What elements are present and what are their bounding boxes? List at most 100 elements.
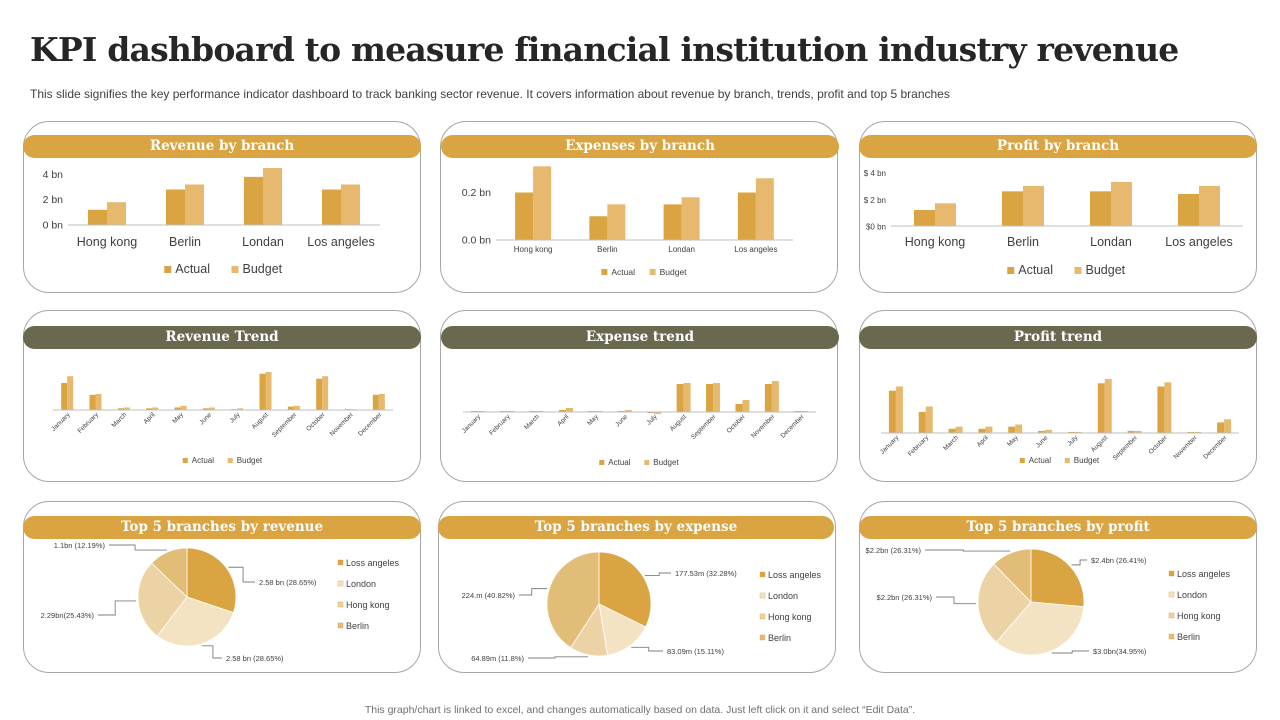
chart-top5-revenue: 2.58 bn (28.65%) 2.58 bn (28.65%) 2.29bn(2… bbox=[41, 541, 400, 663]
legend-label-berlin: Berlin bbox=[768, 633, 791, 643]
legend-swatch-budget bbox=[644, 460, 650, 465]
panel-header-expenses-by-branch: Expenses by branch bbox=[441, 135, 839, 158]
legend-swatch-actual bbox=[599, 460, 605, 465]
x-tick-label: Hong kong bbox=[77, 235, 138, 249]
bar-actual-june bbox=[202, 408, 209, 410]
pie-slice-loss-angeles bbox=[1030, 548, 1085, 608]
x-tick-label: September bbox=[1112, 434, 1140, 462]
y-tick-label: $ 2 bn bbox=[864, 196, 886, 205]
legend-label-london: London bbox=[1177, 590, 1207, 600]
x-tick-label: August bbox=[669, 413, 688, 432]
pie-slice-berlin bbox=[546, 551, 600, 649]
x-tick-label: January bbox=[461, 413, 483, 435]
pie-slice-loss-angeles bbox=[598, 551, 652, 628]
bar-budget-november bbox=[771, 381, 779, 412]
bar-budget-october bbox=[322, 376, 329, 410]
x-tick-label: Londan bbox=[668, 245, 695, 254]
legend-label-budget: Budget bbox=[237, 456, 263, 465]
callout-label: 177.53m (32.28%) bbox=[675, 569, 737, 578]
y-tick-label: 0.2 bn bbox=[462, 187, 491, 199]
panel-header-profit-by-branch: Profit by branch bbox=[859, 135, 1257, 158]
legend-label-budget: Budget bbox=[660, 267, 688, 277]
callout-line bbox=[936, 596, 977, 605]
bar-actual-august bbox=[259, 373, 266, 410]
bar-budget-may bbox=[180, 405, 187, 410]
x-tick-label: September bbox=[271, 411, 299, 439]
bar-budget-november bbox=[1194, 431, 1202, 433]
pie-slice-berlin bbox=[151, 547, 188, 598]
bar-actual-hong-kong bbox=[914, 210, 935, 226]
bar-actual-september bbox=[706, 384, 714, 412]
x-tick-label: April bbox=[556, 413, 571, 428]
pie-slice-london bbox=[156, 596, 234, 647]
bar-budget-july bbox=[237, 408, 244, 410]
chart-top5-profit: $2.4bn (26.41%) $3.0bn(34.95%) $2.2bn (26.… bbox=[866, 546, 1231, 656]
legend-swatch-hong-kong bbox=[759, 613, 766, 620]
bar-actual-august bbox=[1097, 383, 1105, 433]
bar-budget-hong-kong bbox=[107, 202, 126, 225]
x-tick-label: Londan bbox=[1090, 235, 1132, 249]
callout-label: 224.m (40.82%) bbox=[462, 591, 516, 600]
bar-budget-londan bbox=[263, 168, 282, 225]
x-tick-label: November bbox=[1173, 434, 1200, 461]
legend-swatch-hong-kong bbox=[337, 601, 344, 608]
callout-label: 2.58 bn (28.65%) bbox=[259, 578, 317, 587]
callout-line bbox=[519, 588, 548, 596]
bar-actual-february bbox=[918, 411, 926, 433]
callout-line bbox=[98, 600, 137, 616]
bar-budget-los-angeles bbox=[755, 178, 774, 240]
bar-budget-august bbox=[1104, 379, 1112, 433]
legend-label-london: London bbox=[346, 579, 376, 589]
panel-header-expense-trend: Expense trend bbox=[441, 326, 839, 349]
x-tick-label: July bbox=[1066, 434, 1080, 448]
bar-budget-september bbox=[293, 405, 300, 410]
x-tick-label: July bbox=[645, 413, 659, 427]
legend-swatch-actual bbox=[182, 458, 188, 463]
y-tick-label: $0 bn bbox=[866, 223, 886, 232]
panel-header-top5-revenue: Top 5 branches by revenue bbox=[23, 516, 421, 539]
bar-actual-november bbox=[1187, 431, 1195, 433]
legend-label-london: London bbox=[768, 591, 798, 601]
x-tick-label: February bbox=[77, 411, 101, 435]
x-tick-label: November bbox=[329, 411, 356, 438]
legend-label-actual: Actual bbox=[608, 458, 630, 467]
panel-header-revenue-trend: Revenue Trend bbox=[23, 326, 421, 349]
bar-actual-may bbox=[1008, 426, 1016, 433]
callout-line bbox=[1051, 650, 1089, 654]
legend-label-actual: Actual bbox=[175, 262, 210, 276]
chart-top5-expense: 177.53m (32.28%) 83.09m (15.11%) 64.89m (1… bbox=[462, 551, 822, 663]
legend-label-berlin: Berlin bbox=[1177, 632, 1200, 642]
chart-revenue-trend: January February March April May June July Augu… bbox=[50, 372, 393, 465]
bar-actual-berlin bbox=[166, 189, 185, 225]
bar-budget-june bbox=[208, 407, 215, 410]
legend-label-budget: Budget bbox=[653, 458, 679, 467]
y-tick-label: 0.0 bn bbox=[462, 235, 491, 247]
pie-slice-hong-kong bbox=[137, 562, 188, 637]
x-tick-label: Los angeles bbox=[307, 235, 374, 249]
legend-swatch-budget bbox=[227, 458, 233, 463]
legend-swatch-actual bbox=[164, 266, 172, 273]
bar-actual-los-angeles bbox=[322, 189, 341, 225]
legend-label-berlin: Berlin bbox=[346, 621, 369, 631]
x-tick-label: Berlin bbox=[169, 235, 201, 249]
callout-line bbox=[201, 645, 222, 659]
x-tick-label: February bbox=[907, 434, 931, 458]
legend-label-budget: Budget bbox=[243, 262, 283, 276]
bar-actual-july bbox=[1067, 431, 1075, 433]
pie-slice-london bbox=[995, 601, 1085, 656]
callout-line bbox=[925, 549, 1011, 552]
bar-actual-march bbox=[117, 408, 124, 410]
bar-actual-londan bbox=[1090, 191, 1111, 226]
bar-budget-december bbox=[1224, 419, 1232, 433]
x-tick-label: Los angeles bbox=[734, 245, 777, 254]
callout-label: $2.4bn (26.41%) bbox=[1091, 556, 1147, 565]
legend-label-loss-angeles: Loss angeles bbox=[346, 558, 400, 568]
callout-line bbox=[631, 646, 663, 652]
page-subtitle: This slide signifies the key performance… bbox=[30, 87, 950, 101]
chart-profit-by-branch: $0 bn $ 2 bn $ 4 bn Hong kong Berlin Londan Lo… bbox=[864, 169, 1243, 277]
legend-label-hong-kong: Hong kong bbox=[768, 612, 812, 622]
bar-actual-londan bbox=[663, 204, 682, 240]
x-tick-label: March bbox=[111, 411, 129, 429]
x-tick-label: Berlin bbox=[597, 245, 617, 254]
y-tick-label: $ 4 bn bbox=[864, 169, 886, 178]
